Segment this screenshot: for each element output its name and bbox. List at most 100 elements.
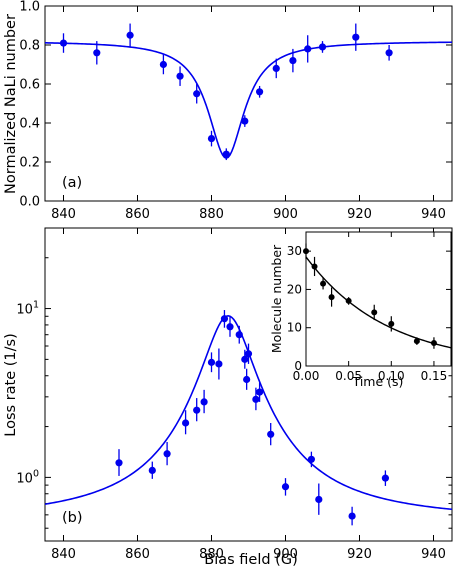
panel-a-xtick-label: 920: [347, 207, 372, 222]
panel-b-point: [244, 350, 253, 358]
panel-a-point: [193, 90, 201, 98]
panel-b-point: [148, 466, 156, 475]
panel-b-point: [235, 331, 243, 339]
panel-b-point: [220, 315, 229, 323]
panel-a-xtick-label: 940: [421, 207, 446, 222]
panel-b-point: [267, 430, 275, 438]
inset-ytick-label: 10: [287, 321, 302, 335]
panel-b-ytick-base: 10: [16, 471, 33, 486]
panel-a-point: [352, 33, 360, 41]
inset-xtick-label: 0.05: [335, 369, 362, 383]
inset-points: [303, 243, 437, 349]
panel-b-point: [207, 358, 216, 366]
panel-a-point: [222, 150, 230, 158]
panel-b-point: [307, 455, 315, 463]
panel-b-point: [315, 495, 323, 504]
inset-ytick-label: 20: [287, 282, 302, 296]
inset-xtick-label: 0.00: [293, 369, 320, 383]
panel-b-point: [281, 483, 290, 491]
panel-a-point: [59, 39, 68, 47]
inset-ytick-label: 0: [294, 359, 302, 373]
panel-a-point: [93, 49, 101, 57]
inset-point: [311, 263, 318, 270]
panel-a-xtick-label: 900: [273, 207, 298, 222]
panel-a-ytick-label: 0.6: [19, 78, 40, 93]
panel-a-point: [272, 64, 280, 72]
panel-a: 840 860 880 900 920 940 0.0 0.2 0.4 0.6 0.8 1.0 Nor…: [3, 0, 453, 222]
panel-a-point: [256, 88, 264, 96]
panel-b-ytick-label: 100: [16, 468, 39, 486]
panel-a-ytick-label: 0.0: [19, 195, 40, 210]
panel-a-ticks: 840 860 880 900 920 940 0.0 0.2 0.4 0.6 0.8 1.0: [19, 0, 452, 222]
panel-b-point: [193, 406, 201, 414]
inset-point: [371, 309, 378, 316]
inset-ticks: 0.00 0.05 0.10 0.15 0 10 20 30: [287, 232, 451, 383]
panel-b-point: [200, 398, 208, 406]
inset-frame: [305, 231, 452, 367]
inset-point: [303, 248, 309, 255]
panel-b-point: [163, 450, 171, 458]
panel-b-xtick-label: 900: [273, 547, 298, 562]
panel-b-xlabel: Bias field (G): [204, 552, 297, 568]
inset-point: [388, 320, 395, 327]
panel-a-point: [289, 57, 297, 65]
panel-b-point: [226, 323, 234, 331]
panel-b-xtick-label: 860: [125, 547, 150, 562]
inset-point: [345, 297, 352, 304]
panel-a-ylabel: Normalized NaLi number: [3, 14, 19, 194]
panel-b-point: [182, 419, 190, 427]
panel-b-point: [243, 375, 251, 384]
panel-b-ytick-exponent: 0: [33, 468, 39, 479]
panel-a-ytick-label: 1.0: [19, 0, 40, 15]
panel-a-point: [304, 45, 312, 53]
panel-a-xtick-label: 860: [125, 207, 150, 222]
panel-a-xtick-label: 880: [199, 207, 224, 222]
panel-b-xtick-label: 840: [51, 547, 76, 562]
inset-fit-curve: [305, 256, 452, 349]
inset-point: [328, 294, 335, 301]
panel-a-point: [318, 43, 327, 51]
panel-a-point: [159, 60, 167, 69]
panel-a-fit-curve: [44, 41, 453, 159]
panel-b-point: [348, 512, 356, 520]
panel-b-point: [381, 474, 389, 482]
panel-b-xtick-label: 920: [347, 547, 372, 562]
panel-b-point: [252, 395, 260, 403]
panel-a-ytick-label: 0.4: [19, 117, 40, 132]
panel-a-ytick-label: 0.2: [19, 156, 40, 171]
panel-b-ytick-base: 10: [16, 303, 33, 318]
inset-point: [320, 280, 327, 287]
panel-a-ytick-label: 0.8: [19, 39, 40, 54]
panel-b-points: [115, 310, 389, 526]
panel-a-point: [385, 49, 393, 57]
panel-a-point: [176, 72, 184, 80]
inset-ylabel: Molecule number: [269, 244, 284, 353]
panel-a-points: [59, 23, 393, 161]
inset-xtick-label: 0.10: [378, 369, 405, 383]
panel-b-point: [115, 459, 123, 467]
panel-b-ytick-label: 101: [16, 300, 39, 318]
panel-b-ylabel: Loss rate (1/s): [3, 333, 19, 436]
panel-b-xtick-label: 940: [421, 547, 446, 562]
panel-a-point: [126, 31, 134, 39]
inset-point: [430, 340, 437, 347]
inset-point: [413, 338, 420, 345]
panel-b-point: [256, 388, 264, 396]
panel-b-point: [241, 355, 249, 363]
panel-b-frame: [44, 227, 453, 542]
panel-a-point: [241, 117, 249, 125]
inset-xlabel: Time (s): [352, 374, 404, 389]
inset-xtick-label: 0.15: [421, 369, 448, 383]
panel-b-xtick-label: 880: [199, 547, 224, 562]
panel-a-tag: (a): [62, 175, 82, 191]
panel-b-ytick-exponent: 1: [33, 300, 39, 311]
panel-b-point: [215, 360, 223, 368]
inset-ytick-label: 30: [287, 244, 302, 258]
panel-a-xtick-label: 840: [51, 207, 76, 222]
panel-a-frame: [44, 5, 453, 202]
panel-a-point: [207, 135, 216, 143]
